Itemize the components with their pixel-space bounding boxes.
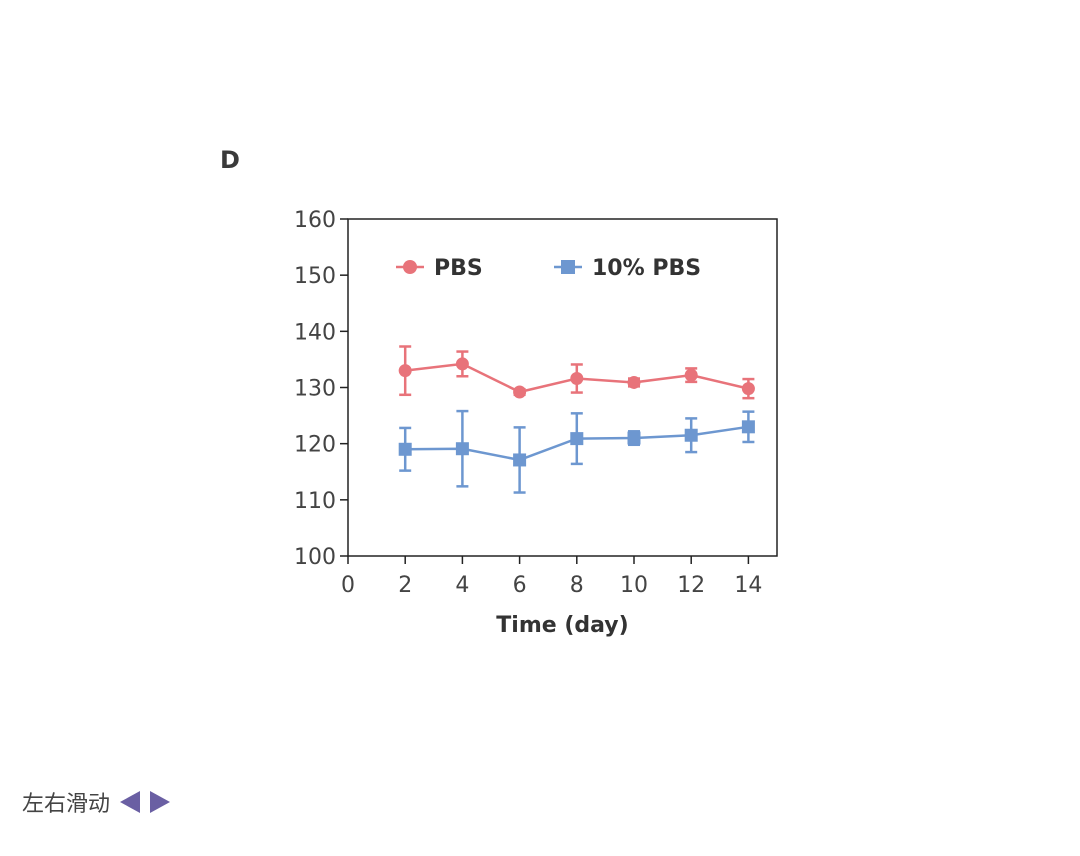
panel-label: D [220, 146, 240, 174]
data-point [570, 372, 584, 386]
legend-marker [561, 260, 575, 274]
data-point [684, 368, 698, 382]
data-point [398, 364, 412, 378]
y-tick-label: 160 [294, 208, 336, 233]
x-tick-label: 6 [513, 573, 527, 598]
legend-label: PBS [434, 256, 483, 281]
swipe-hint-label: 左右滑动 [22, 792, 111, 817]
data-point [513, 453, 527, 467]
data-point [513, 385, 527, 399]
data-point [570, 432, 584, 446]
y-tick-label: 140 [294, 320, 336, 345]
triangle-right-icon[interactable] [150, 791, 171, 813]
data-point [741, 382, 755, 396]
data-point [741, 420, 755, 434]
x-tick-label: 0 [341, 573, 355, 598]
y-tick-label: 120 [294, 433, 336, 458]
x-tick-label: 2 [398, 573, 412, 598]
x-tick-label: 10 [620, 573, 648, 598]
y-tick-label: 100 [294, 545, 336, 570]
data-point [627, 431, 641, 445]
y-tick-label: 150 [294, 264, 336, 289]
x-axis-title: Time (day) [496, 613, 628, 638]
line-chart: 100 110 120 130 140 150 160 0 2 4 6 8 10 12 14 Time (da… [294, 208, 778, 638]
data-point [455, 357, 469, 371]
legend-label: 10% PBS [592, 256, 701, 281]
x-tick-label: 8 [570, 573, 584, 598]
legend-marker [403, 260, 417, 274]
y-tick-label: 110 [294, 489, 336, 514]
swipe-hint: 左右滑动 [22, 786, 171, 818]
data-point [455, 442, 469, 456]
x-tick-label: 14 [734, 573, 762, 598]
triangle-left-icon[interactable] [120, 791, 141, 813]
data-point [398, 442, 412, 456]
data-point [627, 375, 641, 389]
y-tick-label: 130 [294, 377, 336, 402]
x-tick-label: 12 [677, 573, 705, 598]
x-tick-label: 4 [455, 573, 469, 598]
data-point [684, 428, 698, 442]
